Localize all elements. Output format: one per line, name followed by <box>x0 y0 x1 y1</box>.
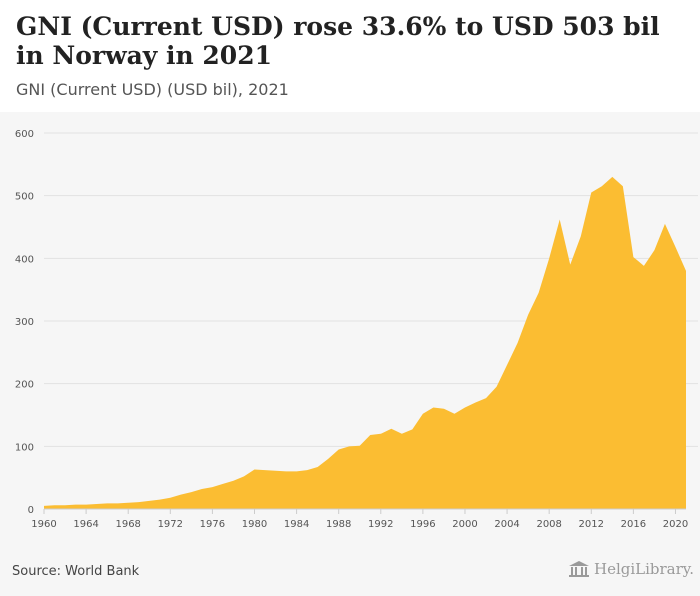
data-point-2019 <box>663 222 666 225</box>
data-point-2017 <box>642 264 645 267</box>
data-point-1979 <box>242 475 245 478</box>
data-point-1978 <box>232 479 235 482</box>
x-tick-label-1964: 1964 <box>73 519 98 530</box>
data-point-2018 <box>653 249 656 252</box>
x-tick-label-1976: 1976 <box>200 519 225 530</box>
data-point-1967 <box>116 502 119 505</box>
chart-subtitle: GNI (Current USD) (USD bil), 2021 <box>16 80 289 99</box>
library-building-icon <box>569 561 589 577</box>
data-point-1989 <box>348 445 351 448</box>
data-point-1977 <box>221 482 224 485</box>
data-point-1999 <box>453 412 456 415</box>
data-point-2007 <box>537 291 540 294</box>
data-point-1998 <box>442 407 445 410</box>
data-point-2010 <box>569 263 572 266</box>
data-point-1992 <box>379 432 382 435</box>
data-point-1995 <box>411 428 414 431</box>
data-point-2012 <box>590 191 593 194</box>
source-note: Source: World Bank <box>12 564 140 579</box>
x-tick-label-1972: 1972 <box>158 519 183 530</box>
x-tick-label-1968: 1968 <box>115 519 140 530</box>
x-tick-label-1980: 1980 <box>242 519 267 530</box>
data-point-2020 <box>674 246 677 249</box>
y-tick-label-200: 200 <box>15 380 34 391</box>
data-point-2000 <box>463 406 466 409</box>
data-point-2004 <box>506 363 509 366</box>
data-point-1994 <box>400 432 403 435</box>
data-point-1984 <box>295 470 298 473</box>
chart-header: GNI (Current USD) rose 33.6% to USD 503 … <box>0 0 700 112</box>
data-point-2011 <box>579 235 582 238</box>
data-point-2016 <box>632 256 635 259</box>
x-tick-label-2016: 2016 <box>621 519 646 530</box>
data-point-1993 <box>390 427 393 430</box>
logo-text: HelgiLibrary. <box>594 560 695 578</box>
x-tick-label-1992: 1992 <box>368 519 393 530</box>
data-point-1981 <box>264 469 267 472</box>
y-tick-label-600: 600 <box>15 129 34 140</box>
x-tick-label-2008: 2008 <box>536 519 561 530</box>
data-point-1960 <box>43 504 46 507</box>
data-point-1986 <box>316 466 319 469</box>
data-point-2002 <box>485 397 488 400</box>
data-point-1962 <box>64 504 67 507</box>
x-tick-label-2004: 2004 <box>494 519 519 530</box>
data-point-1985 <box>306 469 309 472</box>
area-chart: 0 100 200 300 400 500 600 1960 1964 1968 1972 1976 1… <box>15 129 698 530</box>
data-point-1963 <box>74 503 77 506</box>
data-point-2014 <box>611 175 614 178</box>
data-point-1964 <box>85 503 88 506</box>
x-tick-label-1996: 1996 <box>410 519 435 530</box>
data-point-1988 <box>337 448 340 451</box>
data-point-1991 <box>369 434 372 437</box>
data-point-2013 <box>600 185 603 188</box>
x-tick-label-1988: 1988 <box>326 519 351 530</box>
gni-area-series <box>44 176 686 509</box>
y-tick-label-100: 100 <box>15 442 34 453</box>
data-point-2015 <box>621 185 624 188</box>
data-point-1982 <box>274 469 277 472</box>
data-point-1969 <box>137 501 140 504</box>
y-tick-label-400: 400 <box>15 254 34 265</box>
y-tick-label-300: 300 <box>15 317 34 328</box>
data-point-1996 <box>421 412 424 415</box>
data-point-1968 <box>127 501 130 504</box>
data-point-2008 <box>548 257 551 260</box>
data-point-2003 <box>495 385 498 388</box>
chart-title: GNI (Current USD) rose 33.6% to USD 503 … <box>16 12 660 70</box>
data-point-1966 <box>106 502 109 505</box>
y-tick-label-500: 500 <box>15 192 34 203</box>
helgi-library-logo: HelgiLibrary. <box>568 560 694 578</box>
x-tick-label-1960: 1960 <box>31 519 56 530</box>
data-point-1972 <box>169 496 172 499</box>
data-point-1974 <box>190 491 193 494</box>
data-point-1975 <box>200 487 203 490</box>
data-point-1970 <box>148 499 151 502</box>
data-point-1997 <box>432 406 435 409</box>
data-point-1980 <box>253 468 256 471</box>
x-tick-label-2012: 2012 <box>579 519 604 530</box>
data-point-1965 <box>95 502 98 505</box>
data-point-2006 <box>527 313 530 316</box>
data-point-1973 <box>179 493 182 496</box>
x-tick-label-1984: 1984 <box>284 519 309 530</box>
data-point-1971 <box>158 498 161 501</box>
data-point-1976 <box>211 486 214 489</box>
x-tick-label-2020: 2020 <box>663 519 688 530</box>
data-point-1990 <box>358 444 361 447</box>
data-point-2005 <box>516 341 519 344</box>
x-tick-label-2000: 2000 <box>452 519 477 530</box>
data-point-2009 <box>558 218 561 221</box>
data-point-2001 <box>474 401 477 404</box>
data-point-1961 <box>53 504 56 507</box>
plot-area: 0 100 200 300 400 500 600 1960 1964 1968 1972 1976 1… <box>0 112 700 596</box>
y-tick-label-0: 0 <box>28 505 34 516</box>
data-point-2021 <box>685 269 688 272</box>
data-point-1983 <box>285 470 288 473</box>
data-point-1987 <box>327 457 330 460</box>
